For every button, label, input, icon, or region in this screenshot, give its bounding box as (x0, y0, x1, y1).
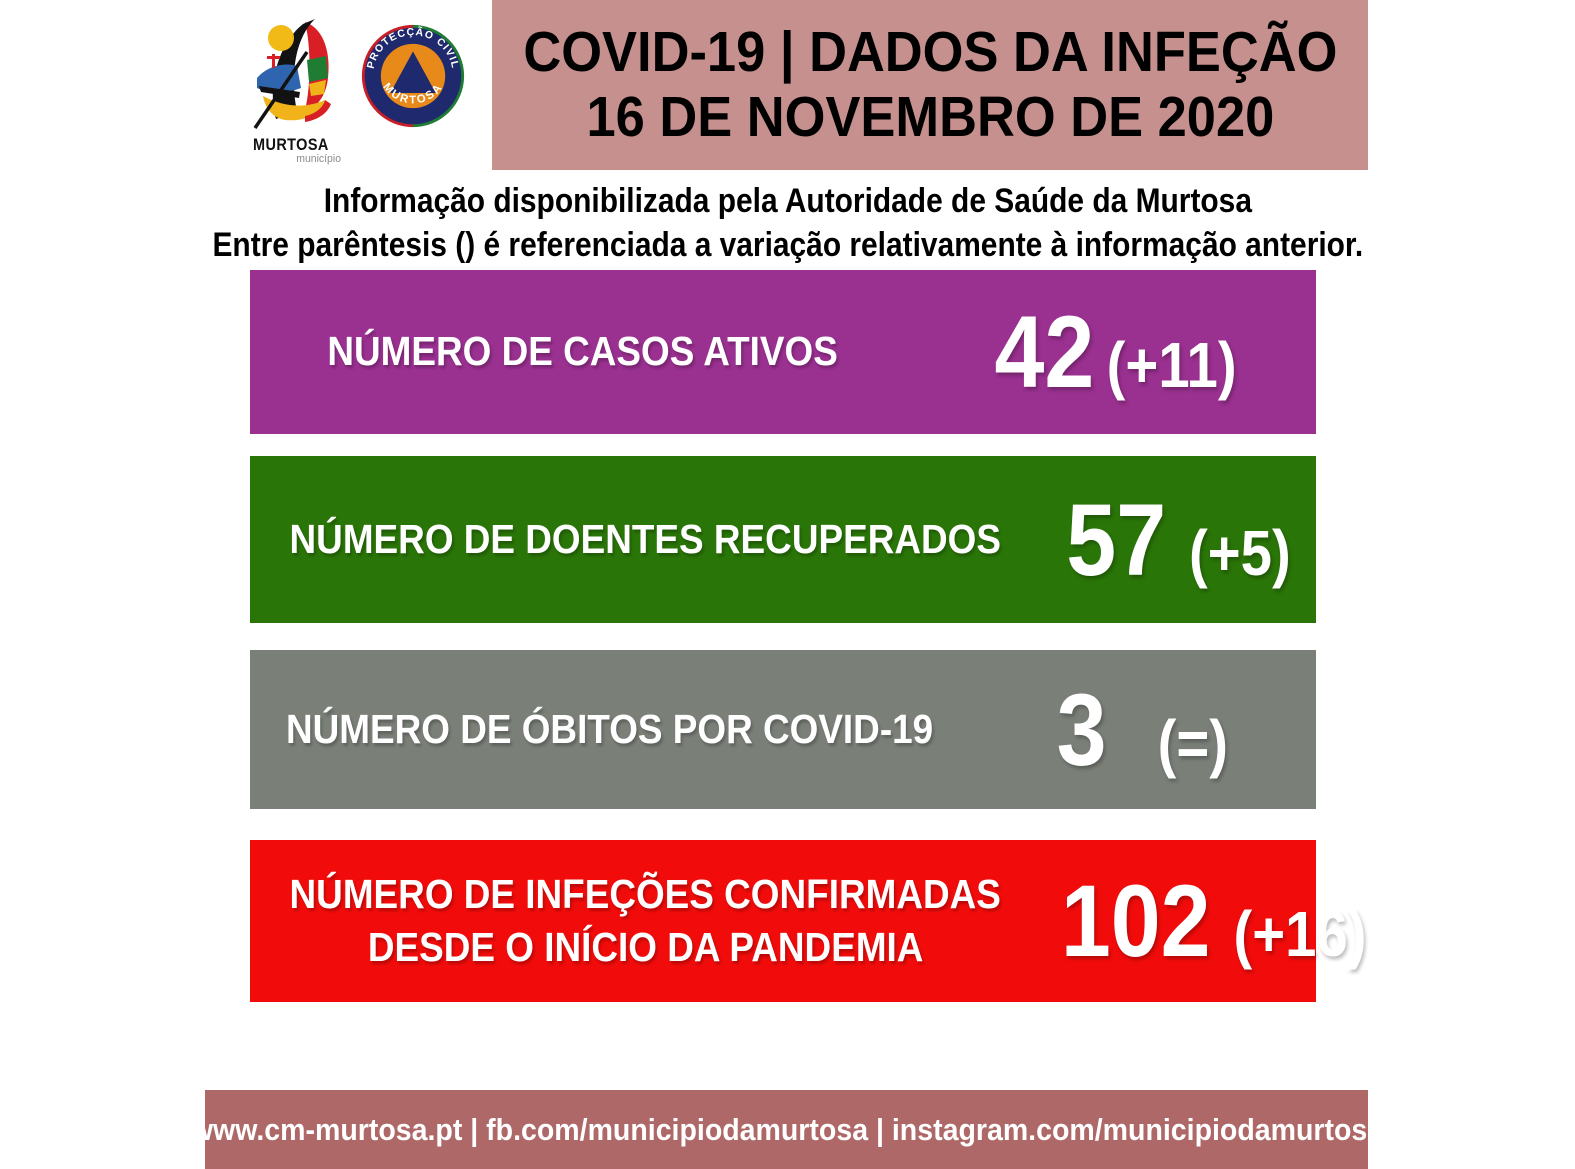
page-title-line2: 16 DE NOVEMBRO DE 2020 (586, 85, 1274, 149)
stat-bar-recovered: NÚMERO DE DOENTES RECUPERADOS 57 (+5) (250, 456, 1316, 623)
stat-number: 3 (1056, 672, 1107, 787)
page-title: COVID-19 | DADOS DA INFEÇÃO 16 DE NOVEMB… (523, 20, 1337, 150)
stat-label-text: NÚMERO DE CASOS ATIVOS (327, 328, 838, 375)
stat-label-text: NÚMERO DE ÓBITOS POR COVID-19 (285, 705, 934, 752)
murtosa-logo-subtitle: município (296, 153, 341, 165)
stat-value-recovered: 57 (+5) (1040, 489, 1316, 591)
page-title-line1: COVID-19 | DADOS DA INFEÇÃO (523, 20, 1337, 85)
stat-value-deaths: 3 (=) (969, 679, 1316, 781)
stat-delta: (+11) (1106, 329, 1237, 401)
murtosa-emblem-icon (253, 19, 331, 129)
stat-bar-deaths: NÚMERO DE ÓBITOS POR COVID-19 3 (=) (250, 650, 1316, 809)
stat-value-active-cases: 42 (+11) (915, 301, 1316, 403)
stat-delta: (=) (1157, 706, 1229, 779)
stat-label-confirmed-total: NÚMERO DE INFEÇÕES CONFIRMADAS DESDE O I… (250, 868, 1040, 975)
stat-label-text: NÚMERO DE DOENTES RECUPERADOS (289, 515, 1001, 562)
stat-delta: (+5) (1188, 516, 1291, 589)
header-band: COVID-19 | DADOS DA INFEÇÃO 16 DE NOVEMB… (492, 0, 1368, 170)
stat-label-deaths: NÚMERO DE ÓBITOS POR COVID-19 (250, 703, 969, 756)
stat-number: 42 (994, 295, 1095, 409)
murtosa-logo-name: MURTOSA (253, 135, 329, 154)
stat-delta: (+16) (1233, 898, 1367, 970)
stat-label-text-line1: NÚMERO DE INFEÇÕES CONFIRMADAS (289, 870, 1001, 917)
stat-value-confirmed-total: 102 (+16) (1040, 870, 1387, 972)
footer-band: www.cm-murtosa.pt | fb.com/municipiodamu… (190, 1090, 1383, 1169)
murtosa-municipio-logo: MURTOSA município (245, 16, 355, 165)
intro-line1: Informação disponibilizada pela Autorida… (323, 182, 1252, 220)
intro-line2: Entre parêntesis () é referenciada a var… (212, 225, 1363, 264)
intro-block: Informação disponibilizada pela Autorida… (0, 180, 1575, 267)
intro-text: Informação disponibilizada pela Autorida… (212, 180, 1363, 267)
stat-bar-active-cases: NÚMERO DE CASOS ATIVOS 42 (+11) (250, 270, 1316, 434)
stat-label-text-line2: DESDE O INÍCIO DA PANDEMIA (367, 924, 924, 970)
proteccao-civil-badge-icon: PROTECÇÃO CIVIL MURTOSA (361, 24, 465, 128)
logo-group: MURTOSA município PROTECÇÃO CIVIL MURTOS… (245, 14, 475, 165)
stat-label-recovered: NÚMERO DE DOENTES RECUPERADOS (250, 513, 1040, 566)
stat-bar-confirmed-total: NÚMERO DE INFEÇÕES CONFIRMADAS DESDE O I… (250, 840, 1367, 1002)
stat-number: 57 (1066, 482, 1166, 597)
footer-links-text: www.cm-murtosa.pt | fb.com/municipiodamu… (190, 1111, 1383, 1147)
stat-label-active-cases: NÚMERO DE CASOS ATIVOS (250, 325, 915, 378)
proteccao-civil-logo: PROTECÇÃO CIVIL MURTOSA (360, 23, 466, 129)
stat-number: 102 (1061, 864, 1212, 978)
